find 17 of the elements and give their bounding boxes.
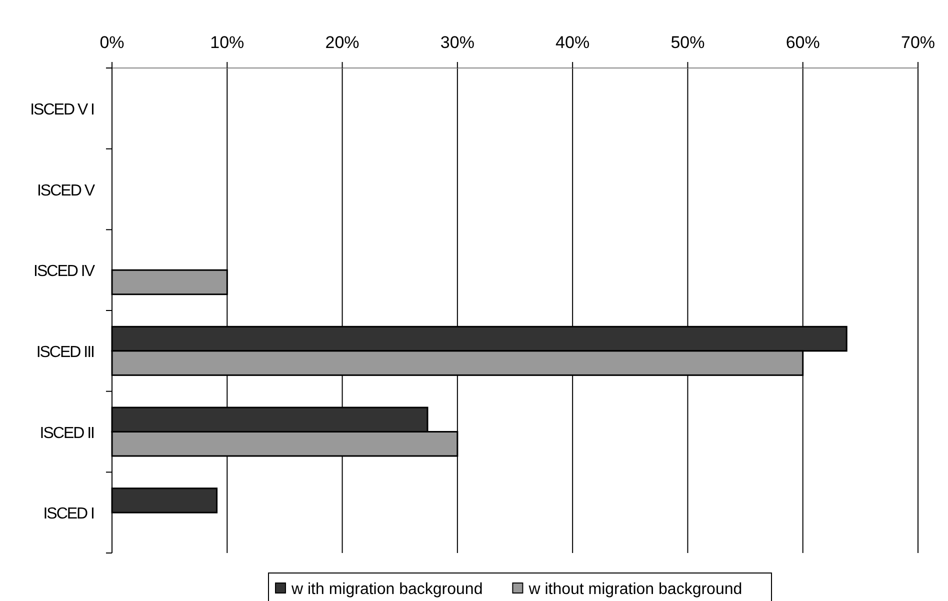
legend-label: w ithout migration background (528, 581, 742, 598)
x-tick-label: 40% (556, 33, 590, 52)
y-tick-label: ISCED V I (30, 101, 94, 118)
y-tick-label: ISCED V (36, 182, 96, 200)
y-tick-label: ISCED II (40, 424, 94, 442)
legend-label: w ith migration background (290, 581, 483, 598)
x-tick-label: 50% (670, 33, 705, 52)
x-tick-label: 30% (440, 33, 474, 52)
x-tick-label: 70% (900, 33, 936, 52)
x-tick-label: 20% (325, 33, 360, 52)
y-tick-label: ISCED IV (34, 263, 96, 280)
y-tick-label: ISCED I (43, 506, 94, 523)
x-tick-label: 0% (100, 33, 124, 52)
bar (111, 488, 218, 514)
y-tick-label: ISCED III (36, 344, 94, 361)
x-tick-label: 60% (786, 33, 820, 52)
x-tick-label: 10% (210, 33, 244, 52)
